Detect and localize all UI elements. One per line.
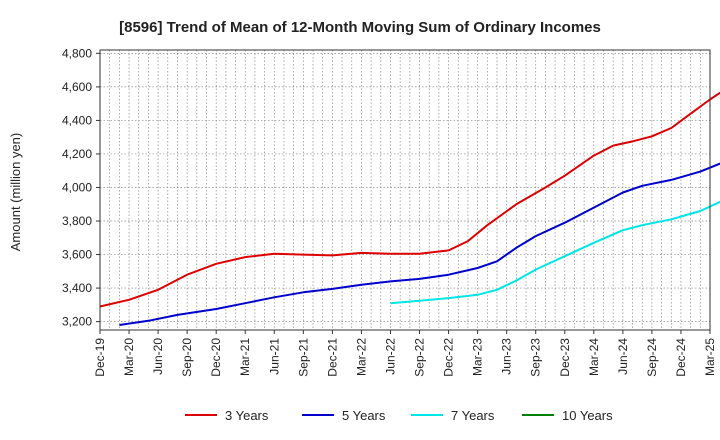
grid (99, 50, 711, 330)
x-tick-label: Mar-20 (122, 338, 136, 376)
x-tick-label: Dec-24 (674, 338, 688, 377)
chart-title: [8596] Trend of Mean of 12-Month Moving … (119, 19, 601, 36)
x-tick-label: Dec-19 (93, 338, 107, 377)
plot-border (99, 49, 711, 331)
y-tick-label: 4,800 (62, 46, 92, 60)
series-line-5-years (119, 162, 720, 326)
y-axis-label: Amount (million yen) (8, 133, 23, 252)
x-ticks: Dec-19 Mar-20 Jun-20 Sep-20 Dec-20 Mar-21 Jun-… (93, 330, 717, 377)
x-tick-label: Jun-21 (267, 338, 281, 375)
x-tick-label: Dec-21 (325, 338, 339, 377)
y-tick-label: 3,200 (62, 315, 92, 329)
series-line-7-years (390, 200, 720, 305)
y-ticks: 3,200 3,400 3,600 3,800 4,000 4,200 4,400 4,600… (62, 46, 100, 329)
y-tick-label: 3,400 (62, 281, 92, 295)
x-tick-label: Jun-20 (151, 338, 165, 375)
x-tick-label: Mar-23 (471, 338, 485, 376)
x-tick-label: Mar-25 (703, 338, 717, 376)
x-tick-label: Mar-21 (238, 338, 252, 376)
legend: 3 Years 5 Years 7 Years 10 Years (185, 408, 613, 423)
y-tick-label: 3,600 (62, 248, 92, 262)
x-tick-label: Mar-24 (587, 338, 601, 376)
x-tick-label: Sep-22 (413, 338, 427, 377)
legend-label: 3 Years (225, 408, 269, 423)
y-tick-label: 4,200 (62, 147, 92, 161)
y-tick-label: 4,600 (62, 80, 92, 94)
x-tick-label: Dec-20 (209, 338, 223, 377)
legend-label: 7 Years (451, 408, 495, 423)
x-tick-label: Jun-23 (500, 338, 514, 375)
x-tick-label: Sep-21 (296, 338, 310, 377)
legend-label: 10 Years (562, 408, 613, 423)
series-line-3-years (99, 91, 720, 308)
y-tick-label: 4,000 (62, 180, 92, 194)
legend-label: 5 Years (342, 408, 386, 423)
x-tick-label: Jun-24 (616, 338, 630, 375)
y-tick-label: 3,800 (62, 214, 92, 228)
x-tick-label: Sep-23 (529, 338, 543, 377)
x-tick-label: Jun-22 (383, 338, 397, 375)
x-tick-label: Mar-22 (354, 338, 368, 376)
x-tick-label: Sep-20 (180, 338, 194, 377)
x-tick-label: Dec-22 (442, 338, 456, 377)
x-tick-label: Dec-23 (558, 338, 572, 377)
series-lines (99, 91, 720, 326)
y-tick-label: 4,400 (62, 113, 92, 127)
x-tick-label: Sep-24 (645, 338, 659, 377)
